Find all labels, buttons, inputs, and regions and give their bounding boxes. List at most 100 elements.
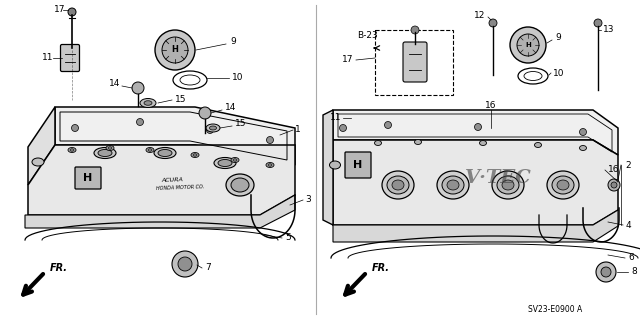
Polygon shape <box>28 107 55 185</box>
Circle shape <box>608 179 620 191</box>
Ellipse shape <box>231 158 239 162</box>
Circle shape <box>594 19 602 27</box>
Text: 17: 17 <box>342 56 353 64</box>
Ellipse shape <box>70 149 74 151</box>
Text: 4: 4 <box>626 220 632 229</box>
Ellipse shape <box>442 176 464 194</box>
Ellipse shape <box>108 147 112 149</box>
Text: 5: 5 <box>285 234 291 242</box>
Text: 9: 9 <box>230 38 236 47</box>
Ellipse shape <box>32 158 44 166</box>
Ellipse shape <box>209 126 216 130</box>
Text: H: H <box>172 46 179 55</box>
Ellipse shape <box>68 147 76 152</box>
Text: ACURA: ACURA <box>161 177 183 183</box>
Ellipse shape <box>502 180 514 190</box>
Circle shape <box>155 30 195 70</box>
Ellipse shape <box>158 150 172 157</box>
Text: 15: 15 <box>235 120 246 129</box>
Text: B-23: B-23 <box>357 31 378 40</box>
Text: 3: 3 <box>305 196 311 204</box>
Circle shape <box>596 262 616 282</box>
Circle shape <box>385 122 392 129</box>
Text: 6: 6 <box>628 254 634 263</box>
Circle shape <box>162 37 188 63</box>
Ellipse shape <box>206 124 220 132</box>
Circle shape <box>207 127 214 133</box>
Ellipse shape <box>447 180 459 190</box>
Ellipse shape <box>191 152 199 158</box>
Circle shape <box>178 257 192 271</box>
Ellipse shape <box>266 162 274 167</box>
Circle shape <box>136 118 143 125</box>
Circle shape <box>579 129 586 136</box>
Polygon shape <box>323 110 333 225</box>
Text: 16: 16 <box>485 100 497 109</box>
Circle shape <box>517 34 539 56</box>
Polygon shape <box>25 195 295 228</box>
Ellipse shape <box>534 143 541 147</box>
FancyBboxPatch shape <box>345 152 371 178</box>
Text: H: H <box>83 173 93 183</box>
Circle shape <box>199 107 211 119</box>
Ellipse shape <box>94 147 116 159</box>
Circle shape <box>611 182 617 188</box>
Circle shape <box>172 251 198 277</box>
Ellipse shape <box>144 101 152 105</box>
Ellipse shape <box>392 180 404 190</box>
Ellipse shape <box>146 147 154 152</box>
Text: FR.: FR. <box>50 263 68 273</box>
Text: SV23-E0900 A: SV23-E0900 A <box>528 306 582 315</box>
Circle shape <box>474 123 481 130</box>
Text: 7: 7 <box>205 263 211 272</box>
Ellipse shape <box>552 176 574 194</box>
Ellipse shape <box>382 171 414 199</box>
FancyBboxPatch shape <box>75 167 101 189</box>
Ellipse shape <box>268 164 272 166</box>
FancyBboxPatch shape <box>403 42 427 82</box>
Ellipse shape <box>193 154 197 156</box>
Text: 14: 14 <box>109 79 120 88</box>
Text: 9: 9 <box>555 33 561 42</box>
Circle shape <box>132 82 144 94</box>
Polygon shape <box>28 145 295 215</box>
Ellipse shape <box>214 158 236 168</box>
Text: 10: 10 <box>553 69 564 78</box>
Ellipse shape <box>218 160 232 167</box>
Ellipse shape <box>106 145 114 151</box>
Text: 12: 12 <box>474 11 485 19</box>
Text: 8: 8 <box>631 268 637 277</box>
Circle shape <box>601 267 611 277</box>
Circle shape <box>68 8 76 16</box>
FancyBboxPatch shape <box>61 44 79 71</box>
Text: HONDA MOTOR CO.: HONDA MOTOR CO. <box>156 185 204 191</box>
Text: 17: 17 <box>54 5 66 14</box>
Polygon shape <box>333 110 618 155</box>
Text: 10: 10 <box>232 73 243 83</box>
Ellipse shape <box>374 140 381 145</box>
Circle shape <box>510 27 546 63</box>
Ellipse shape <box>437 171 469 199</box>
Circle shape <box>266 137 273 144</box>
Ellipse shape <box>387 176 409 194</box>
Text: V·TEC: V·TEC <box>465 169 531 187</box>
Text: 11: 11 <box>42 54 54 63</box>
Ellipse shape <box>557 180 569 190</box>
Ellipse shape <box>415 139 422 145</box>
Ellipse shape <box>140 99 156 108</box>
Text: 11: 11 <box>330 114 341 122</box>
Polygon shape <box>333 140 618 225</box>
Circle shape <box>411 26 419 34</box>
Text: 2: 2 <box>625 160 630 169</box>
Polygon shape <box>333 210 618 242</box>
Circle shape <box>339 124 346 131</box>
Text: H: H <box>353 160 363 170</box>
Ellipse shape <box>330 161 340 169</box>
Text: 14: 14 <box>225 103 236 113</box>
Ellipse shape <box>547 171 579 199</box>
Bar <box>375 30 453 95</box>
Ellipse shape <box>154 147 176 159</box>
Ellipse shape <box>497 176 519 194</box>
Ellipse shape <box>492 171 524 199</box>
Ellipse shape <box>579 145 586 151</box>
